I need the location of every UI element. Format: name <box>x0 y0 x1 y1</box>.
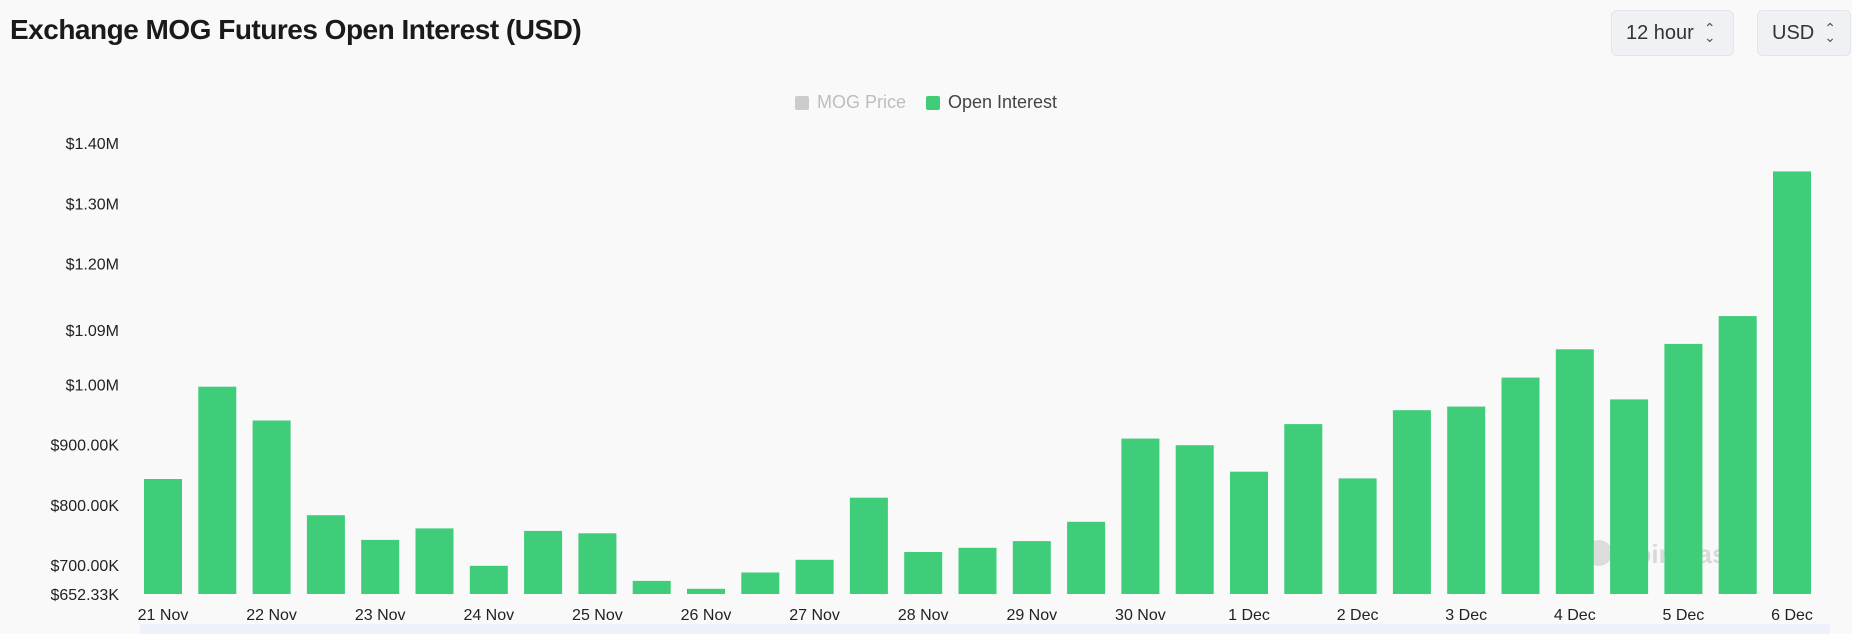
bar-5[interactable] <box>415 528 454 594</box>
currency-select-label: USD <box>1772 21 1815 44</box>
bar-23[interactable] <box>1392 410 1431 594</box>
x-tick-label: 1 Dec <box>1228 607 1270 624</box>
bar-6[interactable] <box>469 565 508 594</box>
bar-16[interactable] <box>1012 541 1051 594</box>
y-tick-label: $1.30M <box>66 196 119 213</box>
chart-scrollbar[interactable] <box>140 624 1830 634</box>
bar-24[interactable] <box>1447 406 1486 594</box>
bar-10[interactable] <box>687 588 725 594</box>
bar-9[interactable] <box>632 580 671 594</box>
bar-25[interactable] <box>1501 377 1540 594</box>
bar-7[interactable] <box>524 530 563 594</box>
x-axis: 21 Nov 22 Nov 23 Nov 24 Nov 25 Nov 26 Nov 27 N… <box>138 607 1813 624</box>
x-tick-label: 22 Nov <box>246 607 297 624</box>
bar-19[interactable] <box>1175 445 1214 594</box>
watermark: coinglass <box>1586 539 1741 569</box>
chevron-updown-icon: ⌃ ⌄ <box>1824 20 1836 45</box>
x-tick-label: 26 Nov <box>681 607 732 624</box>
bar-27[interactable] <box>1610 399 1649 594</box>
y-tick-label: $900.00K <box>50 438 119 455</box>
legend-item-mog-price[interactable]: MOG Price <box>794 92 906 113</box>
x-tick-label: 28 Nov <box>898 607 949 624</box>
bar-15[interactable] <box>958 547 997 594</box>
bar-4[interactable] <box>361 539 400 594</box>
bar-14[interactable] <box>904 552 943 594</box>
x-tick-label: 29 Nov <box>1006 607 1057 624</box>
x-tick-label: 30 Nov <box>1115 607 1166 624</box>
page-title: Exchange MOG Futures Open Interest (USD) <box>10 14 582 45</box>
x-tick-label: 27 Nov <box>789 607 840 624</box>
bar-22[interactable] <box>1338 478 1377 594</box>
x-tick-label: 25 Nov <box>572 607 623 624</box>
bar-12[interactable] <box>795 559 834 594</box>
bar-13[interactable] <box>849 497 888 594</box>
legend-label: Open Interest <box>947 92 1058 112</box>
y-tick-label: $700.00K <box>50 558 119 575</box>
y-tick-label: $1.40M <box>66 136 119 153</box>
y-tick-label: $1.00M <box>66 377 119 394</box>
x-tick-label: 6 Dec <box>1771 607 1813 624</box>
y-axis: $1.40M $1.30M $1.20M $1.09M $1.00M $900.00K $8… <box>50 136 119 604</box>
y-tick-label: $800.00K <box>50 498 119 515</box>
interval-select-label: 12 hour <box>1626 21 1694 44</box>
legend-label: MOG Price <box>816 92 906 112</box>
legend-swatch-icon <box>925 95 940 110</box>
bar-1[interactable] <box>198 386 237 594</box>
bar-8[interactable] <box>578 533 617 594</box>
bar-11[interactable] <box>741 572 780 595</box>
x-tick-label: 4 Dec <box>1554 607 1596 624</box>
bar-30[interactable] <box>1773 171 1811 594</box>
bar-0[interactable] <box>144 479 182 594</box>
chart-legend: MOG Price Open Interest <box>0 92 1852 113</box>
chevron-updown-icon: ⌃ ⌄ <box>1703 20 1716 45</box>
bars-group <box>144 171 1811 594</box>
bar-18[interactable] <box>1121 438 1160 594</box>
bar-20[interactable] <box>1230 471 1268 594</box>
bar-21[interactable] <box>1284 424 1323 594</box>
x-tick-label: 3 Dec <box>1445 607 1487 624</box>
x-tick-label: 2 Dec <box>1337 607 1379 624</box>
bar-2[interactable] <box>252 420 291 595</box>
y-tick-label: $652.33K <box>50 587 119 604</box>
bar-17[interactable] <box>1067 521 1106 594</box>
x-tick-label: 5 Dec <box>1663 607 1705 624</box>
legend-item-open-interest[interactable]: Open Interest <box>925 92 1058 113</box>
bar-28[interactable] <box>1664 343 1703 594</box>
bar-29[interactable] <box>1718 316 1757 594</box>
bar-3[interactable] <box>306 515 345 594</box>
currency-select[interactable]: USD ⌃ ⌄ <box>1757 10 1851 56</box>
x-tick-label: 23 Nov <box>355 607 406 624</box>
x-tick-label: 21 Nov <box>138 607 189 624</box>
legend-swatch-icon <box>794 95 809 110</box>
x-tick-label: 24 Nov <box>463 607 514 624</box>
y-tick-label: $1.20M <box>66 257 119 274</box>
interval-select[interactable]: 12 hour ⌃ ⌄ <box>1611 10 1734 56</box>
bar-26[interactable] <box>1555 349 1594 594</box>
y-tick-label: $1.09M <box>66 323 119 340</box>
